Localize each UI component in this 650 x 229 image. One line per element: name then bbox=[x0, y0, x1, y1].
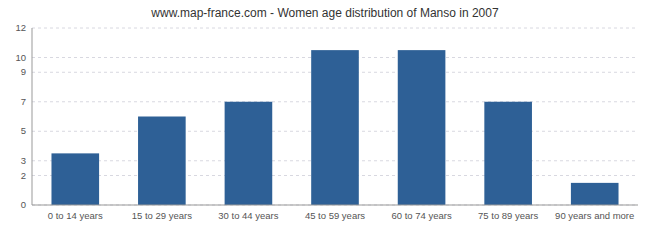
x-tick-label: 60 to 74 years bbox=[391, 210, 451, 221]
grid-line bbox=[32, 205, 638, 206]
bar bbox=[311, 50, 359, 205]
title: www.map-france.com - Women age distribut… bbox=[150, 6, 499, 20]
bar bbox=[398, 50, 446, 205]
x-tick-label: 30 to 44 years bbox=[218, 210, 278, 221]
bar bbox=[51, 153, 99, 205]
y-tick-label: 5 bbox=[21, 125, 26, 136]
x-tick-label: 75 to 89 years bbox=[478, 210, 538, 221]
x-tick-label: 45 to 59 years bbox=[305, 210, 365, 221]
bars bbox=[51, 50, 618, 205]
x-tick-label: 90 years and more bbox=[555, 210, 634, 221]
y-tick-label: 2 bbox=[21, 170, 26, 181]
y-tick-label: 9 bbox=[21, 66, 26, 77]
x-tick-label: 15 to 29 years bbox=[132, 210, 192, 221]
y-tick-label: 10 bbox=[15, 52, 26, 63]
bar bbox=[138, 117, 186, 206]
y-tick-label: 3 bbox=[21, 155, 26, 166]
bar bbox=[571, 183, 619, 205]
x-tick-label: 0 to 14 years bbox=[48, 210, 103, 221]
x-axis bbox=[32, 205, 638, 206]
bar bbox=[484, 102, 532, 205]
chart: www.map-france.com - Women age distribut… bbox=[0, 0, 650, 229]
y-tick-label: 0 bbox=[21, 199, 26, 210]
y-tick-label: 7 bbox=[21, 96, 26, 107]
grid-line bbox=[32, 28, 638, 29]
y-tick-label: 12 bbox=[15, 22, 26, 33]
bar bbox=[225, 102, 273, 205]
y-axis bbox=[32, 28, 33, 205]
